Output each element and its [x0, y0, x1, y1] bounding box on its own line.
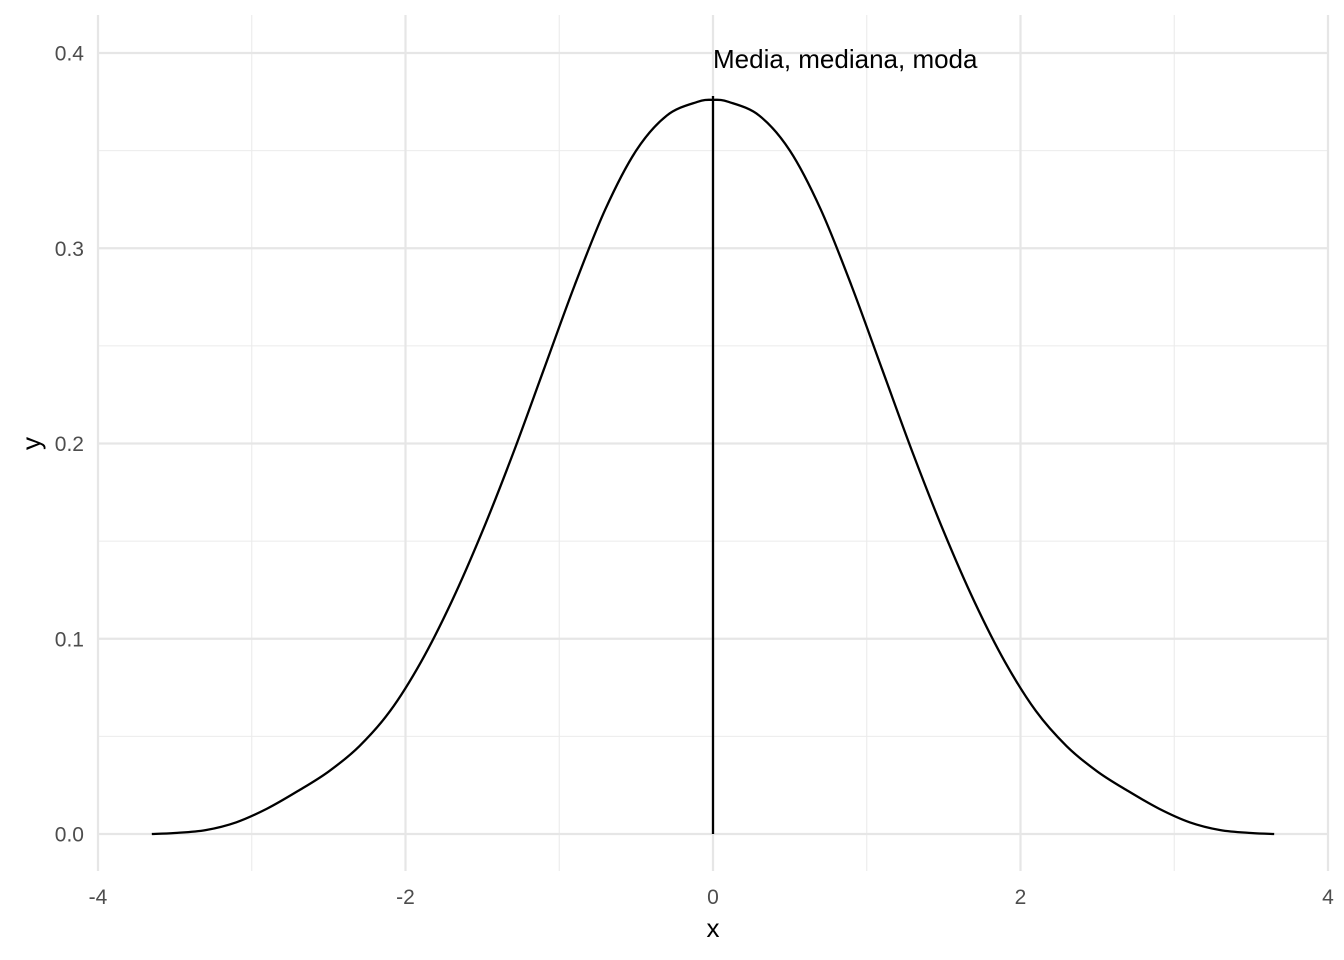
- y-tick-labels: 0.0 0.1 0.2 0.3 0.4: [55, 43, 85, 847]
- y-tick-label: 0.4: [55, 43, 85, 66]
- y-tick-label: 0.1: [55, 628, 84, 651]
- x-axis-title: x: [707, 913, 720, 943]
- y-tick-label: 0.0: [55, 824, 84, 847]
- x-tick-label: 0: [707, 886, 719, 909]
- x-tick-label: 2: [1015, 886, 1027, 909]
- chart-marks: [151, 95, 1275, 836]
- y-axis-title: y: [16, 437, 46, 450]
- annotation-label: Media, mediana, moda: [713, 44, 978, 74]
- x-tick-labels: -4 -2 0 2 4: [89, 886, 1335, 909]
- y-tick-label: 0.2: [55, 433, 84, 456]
- y-tick-label: 0.3: [55, 238, 84, 261]
- x-tick-label: -2: [396, 886, 415, 909]
- x-tick-label: -4: [89, 886, 108, 909]
- x-tick-label: 4: [1322, 886, 1334, 909]
